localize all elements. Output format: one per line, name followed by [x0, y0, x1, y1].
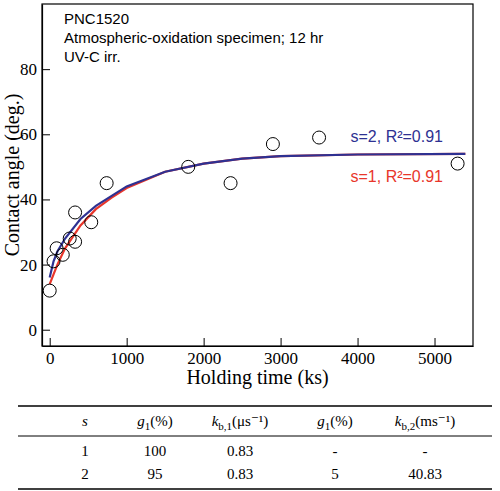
plot-frame [42, 4, 473, 346]
table-rule [18, 436, 492, 437]
data-point [85, 216, 98, 229]
table-cell: 1 [81, 443, 89, 459]
table-cell: 40.83 [408, 466, 442, 482]
table-header: kb,1(μs⁻¹) [212, 413, 269, 432]
tick-mark [42, 134, 50, 135]
table-header: kb,2(ms⁻¹) [395, 413, 455, 432]
data-point [56, 248, 69, 261]
fit-line [50, 154, 466, 284]
tick-mark [50, 338, 51, 346]
tick: 0 [46, 338, 55, 368]
header-subscript: b,1 [218, 420, 232, 432]
header-symbol: s [82, 413, 88, 429]
table-cell: - [333, 443, 338, 459]
data-point [43, 284, 56, 297]
tick: 0 [29, 321, 51, 340]
tick-label: 1000 [110, 349, 144, 368]
table-cell: - [423, 443, 428, 459]
tick-label: 20 [20, 256, 37, 275]
annotation: PNC1520 [64, 10, 129, 27]
table-cell: 100 [144, 443, 167, 459]
series-labels: s=1, R²=0.91 s=2, R²=0.91 [351, 128, 444, 185]
x-axis: 0 1000 2000 3000 4000 5000 [43, 338, 474, 368]
series-label: s=1, R²=0.91 [351, 168, 444, 185]
tick: 40 [20, 190, 50, 209]
tick-mark [281, 338, 282, 346]
axis-line [43, 346, 474, 347]
tick-mark [358, 338, 359, 346]
data-point [451, 157, 464, 170]
header-unit: (μs⁻¹) [232, 413, 268, 430]
fit-line [50, 154, 466, 278]
tick-label: 80 [20, 60, 37, 79]
data-point [100, 177, 113, 190]
table-cell: 5 [331, 466, 339, 482]
table-cell: 0.83 [227, 443, 253, 459]
table-cell: 0.83 [227, 466, 253, 482]
tick-label: 4000 [341, 349, 375, 368]
tick: 2000 [187, 338, 221, 368]
table-header: s [82, 413, 88, 429]
data-point [182, 160, 195, 173]
tick: 20 [20, 256, 50, 275]
data-point [266, 138, 279, 151]
table-rule [18, 488, 492, 490]
data-point [224, 177, 237, 190]
tick: 80 [20, 60, 50, 79]
tick-mark [42, 199, 50, 200]
table-cell: 95 [148, 466, 163, 482]
table-header: g1(%) [317, 413, 353, 432]
tick-label: 0 [29, 321, 38, 340]
header-unit: (%) [150, 413, 173, 430]
tick: 3000 [264, 338, 298, 368]
tick: 60 [20, 125, 50, 144]
tick: 1000 [110, 338, 144, 368]
table-header: g1(%) [137, 413, 173, 432]
y-axis-title: Contact angle (deg.) [1, 94, 24, 257]
tick-mark [435, 338, 436, 346]
tick-mark [42, 330, 50, 331]
data-point [69, 206, 82, 219]
tick-mark [42, 69, 50, 70]
plot-marks [43, 131, 465, 297]
axis-line [42, 5, 43, 347]
table-cell: 2 [81, 466, 89, 482]
tick-label: 0 [46, 349, 55, 368]
annotation: UV-C irr. [64, 48, 121, 65]
parameter-table: s g1(%) kb,1(μs⁻¹) g1(%) kb,2(ms⁻¹) 1 100 0.83 -… [18, 406, 492, 489]
tick: 5000 [418, 338, 452, 368]
tick-mark [204, 338, 205, 346]
tick-label: 5000 [418, 349, 452, 368]
chart: 0 1000 2000 3000 4000 5000 0 20 40 60 80 Holding ti… [0, 0, 500, 491]
header-unit: (%) [330, 413, 353, 430]
annotation: Atmospheric-oxidation specimen; 12 hr [64, 29, 323, 46]
x-axis-title: Holding time (ks) [186, 366, 328, 389]
table-rule [18, 405, 492, 407]
data-point [313, 131, 326, 144]
header-unit: (ms⁻¹) [415, 413, 455, 430]
tick: 4000 [341, 338, 375, 368]
series-label: s=2, R²=0.91 [351, 128, 444, 145]
tick-mark [127, 338, 128, 346]
data-point [69, 235, 82, 248]
header-subscript: b,2 [402, 420, 416, 432]
